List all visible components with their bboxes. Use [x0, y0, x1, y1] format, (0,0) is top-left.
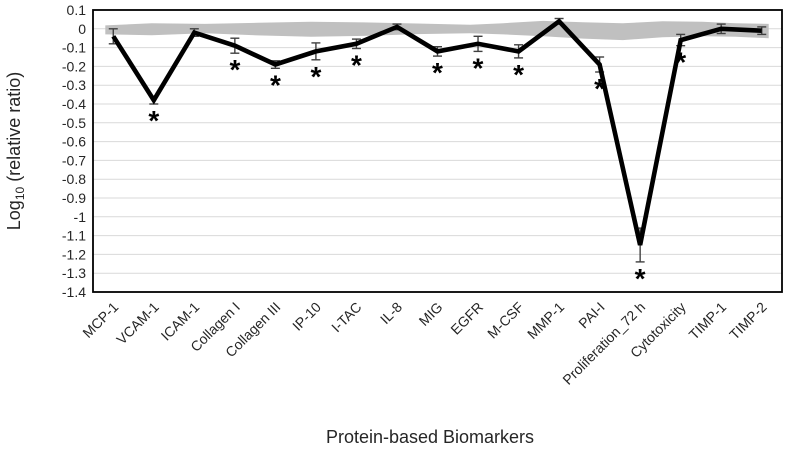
- y-tick-label: -1.4: [62, 284, 86, 300]
- y-axis-title: Log10 (relative ratio): [4, 72, 27, 230]
- x-tick-label: IL-8: [377, 299, 406, 328]
- x-axis-title: Protein-based Biomarkers: [326, 427, 534, 447]
- significance-asterisk: *: [594, 73, 605, 104]
- significance-asterisk: *: [229, 54, 240, 85]
- x-tick-label: IP-10: [289, 299, 324, 334]
- y-tick-label: -0.8: [62, 171, 86, 187]
- plot-border: [92, 9, 783, 293]
- y-tick-label: -1.1: [62, 228, 86, 244]
- series-line-path: [111, 18, 762, 246]
- y-tick-label: -0.5: [62, 115, 86, 131]
- error-bars: [108, 17, 767, 263]
- y-tick-label: -1.2: [62, 246, 86, 262]
- y-tick-label: 0: [78, 21, 86, 37]
- significance-asterisk: *: [635, 263, 646, 294]
- y-tick-label: -0.4: [62, 96, 86, 112]
- control-band-polygon: [105, 20, 769, 41]
- y-tick-label: -0.9: [62, 190, 86, 206]
- y-tick-label: -0.7: [62, 152, 86, 168]
- significance-asterisk: *: [310, 61, 321, 92]
- x-tick-label: MMP-1: [524, 299, 567, 342]
- y-tick-label: -0.6: [62, 134, 86, 150]
- significance-asterisk: *: [675, 47, 686, 78]
- significance-asterisks: * * * * * * * * * * *: [148, 47, 686, 294]
- significance-asterisk: *: [473, 52, 484, 83]
- control-band: [105, 20, 769, 41]
- y-tick-label: -1: [74, 209, 87, 225]
- significance-asterisk: *: [148, 105, 159, 136]
- significance-asterisk: *: [351, 50, 362, 81]
- y-tick-label: -0.2: [62, 58, 86, 74]
- x-tick-label: MIG: [416, 299, 446, 329]
- x-tick-label: TIMP-1: [686, 299, 730, 343]
- y-tick-label: -1.3: [62, 265, 86, 281]
- y-tick-label: -0.3: [62, 77, 86, 93]
- error-bar: [757, 26, 767, 36]
- x-tick-label: EGFR: [447, 299, 486, 338]
- y-axis-tick-labels: 0.1 0 -0.1 -0.2 -0.3 -0.4 -0.5 -0.6 -0.7 -0.8 -0.9…: [62, 2, 86, 300]
- significance-asterisk: *: [513, 59, 524, 90]
- y-tick-label: -0.1: [62, 40, 86, 56]
- x-tick-label: PAI-I: [575, 299, 608, 332]
- significance-asterisk: *: [432, 57, 443, 88]
- y-tick-label: 0.1: [67, 2, 87, 18]
- series-line: [111, 18, 762, 246]
- x-tick-label: I-TAC: [328, 299, 364, 335]
- gridlines: [93, 9, 782, 293]
- x-tick-label: VCAM-1: [113, 299, 162, 348]
- x-tick-label: M-CSF: [484, 299, 527, 342]
- x-tick-label: TIMP-2: [726, 299, 770, 343]
- significance-asterisk: *: [270, 69, 281, 100]
